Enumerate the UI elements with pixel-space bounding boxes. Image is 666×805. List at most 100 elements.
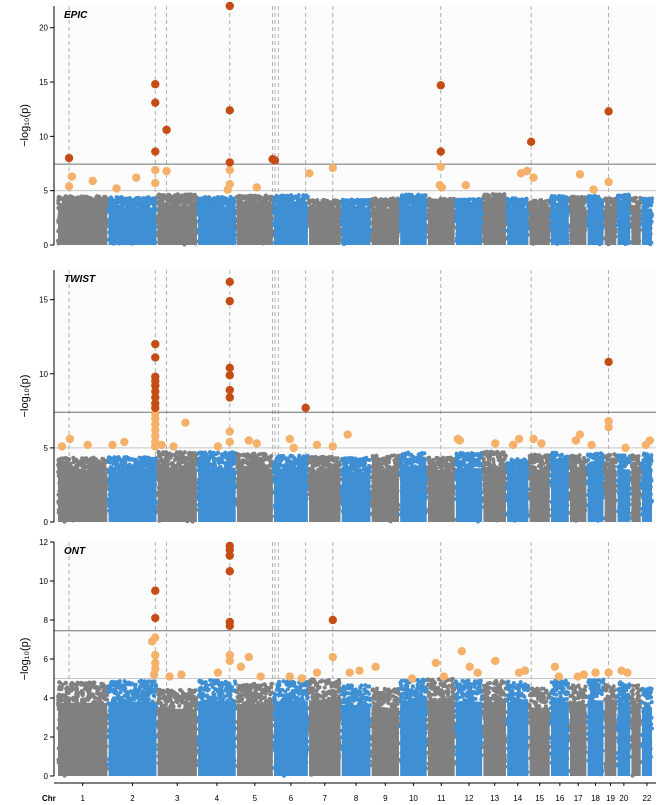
snp-point (258, 195, 263, 200)
snp-point (456, 198, 461, 203)
snp-point (361, 198, 366, 203)
snp-point (543, 202, 547, 207)
background-points (56, 192, 654, 247)
snp-point (114, 195, 119, 200)
snp-point (474, 204, 479, 209)
snp-point (371, 203, 376, 208)
snp-point (427, 202, 432, 207)
snp-point (485, 197, 490, 202)
snp-point (417, 196, 421, 201)
snp-point (391, 200, 396, 205)
snp-point (390, 196, 395, 201)
snp-point (510, 198, 515, 203)
snp-point (474, 198, 479, 203)
snp-point (411, 197, 416, 202)
snp-point (401, 201, 406, 206)
snp-point (130, 202, 135, 207)
snp-dense-band (108, 207, 157, 245)
snp-point (160, 201, 165, 206)
snp-point (438, 198, 443, 202)
snp-point (579, 199, 584, 204)
snp-point (356, 204, 361, 209)
snp-point (88, 198, 93, 203)
snp-point (58, 197, 63, 201)
snp-point (455, 203, 459, 208)
snp-point (72, 201, 77, 206)
snp-point (315, 206, 320, 211)
snp-point (231, 198, 236, 203)
snp-point (76, 196, 81, 201)
snp-dense-band (427, 208, 455, 245)
snp-point (409, 192, 414, 197)
snp-dense-band (236, 206, 273, 245)
snp-point (407, 199, 412, 204)
snp-point (558, 198, 563, 203)
snp-point (551, 196, 556, 201)
snp-dense-band (400, 205, 427, 245)
snp-point (296, 201, 301, 205)
snp-point (342, 199, 347, 204)
snp-point (493, 195, 498, 200)
snp-point (202, 202, 207, 207)
snp-point (269, 198, 273, 203)
snp-point (335, 199, 340, 204)
snp-point (450, 204, 454, 209)
snp-point (215, 195, 220, 200)
snp-point (326, 200, 331, 205)
snp-point (346, 203, 351, 207)
snp-point (435, 201, 440, 206)
snp-point (506, 197, 511, 202)
snp-point (249, 202, 254, 207)
snp-point (146, 203, 151, 208)
snp-point (482, 200, 487, 205)
snp-point (386, 200, 391, 205)
snp-point (505, 203, 510, 208)
snp-point (552, 201, 557, 206)
snp-dense-band (550, 206, 569, 245)
snp-point (236, 202, 241, 207)
snp-point (533, 201, 538, 206)
snp-point (542, 205, 547, 210)
snp-point (579, 194, 584, 199)
snp-point (80, 203, 85, 208)
snp-point (96, 195, 100, 200)
snp-point (103, 195, 108, 200)
snp-dense-band (198, 207, 236, 245)
snp-point (528, 205, 533, 209)
snp-point (371, 199, 376, 203)
snp-point (276, 198, 281, 203)
snp-point (322, 198, 327, 202)
snp-point (571, 195, 576, 200)
snp-point (450, 198, 455, 203)
snp-point (108, 195, 113, 200)
snp-point (252, 198, 257, 202)
snp-point (126, 201, 131, 206)
snp-point (94, 200, 99, 205)
snp-point (122, 198, 127, 203)
snp-point (284, 194, 289, 199)
snp-point (482, 192, 487, 197)
snp-point (63, 200, 68, 205)
snp-point (110, 201, 115, 206)
snp-point (100, 201, 105, 206)
snp-dense-band (371, 208, 399, 245)
snp-point (380, 199, 385, 204)
snp-point (137, 204, 142, 209)
snp-point (170, 196, 175, 201)
snp-point (172, 193, 177, 198)
snp-point (321, 204, 326, 208)
snp-point (513, 203, 518, 208)
snp-point (376, 201, 381, 206)
snp-point (244, 197, 249, 202)
snp-point (362, 202, 367, 207)
snp-point (575, 196, 580, 201)
snp-point (314, 199, 319, 204)
snp-point (292, 195, 297, 200)
snp-point (497, 192, 502, 197)
snp-point (66, 201, 71, 206)
snp-point (498, 197, 503, 202)
snp-dense-band (483, 205, 506, 245)
snp-point (208, 198, 213, 203)
